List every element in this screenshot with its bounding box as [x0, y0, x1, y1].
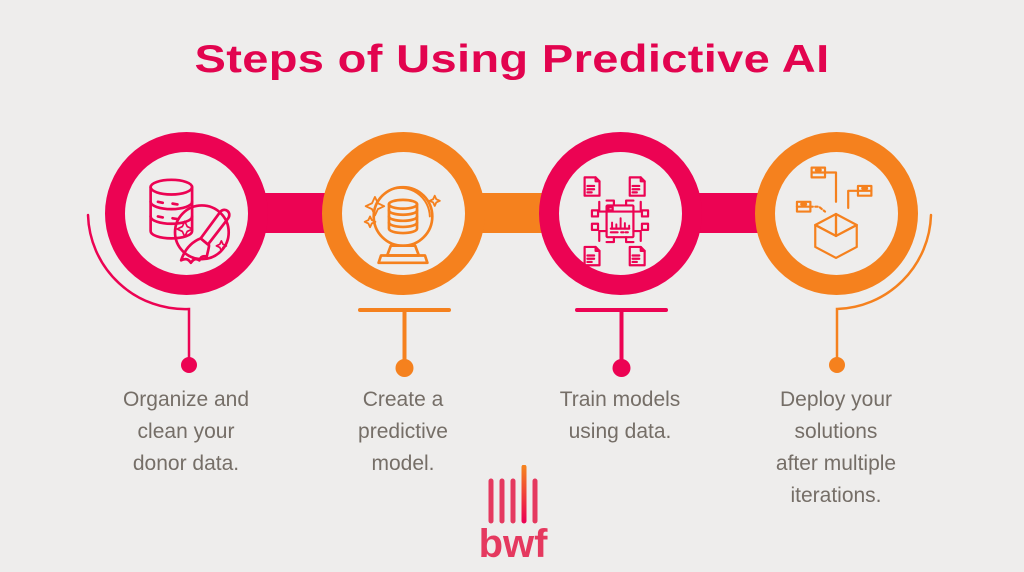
svg-text:bwf: bwf — [479, 522, 549, 560]
